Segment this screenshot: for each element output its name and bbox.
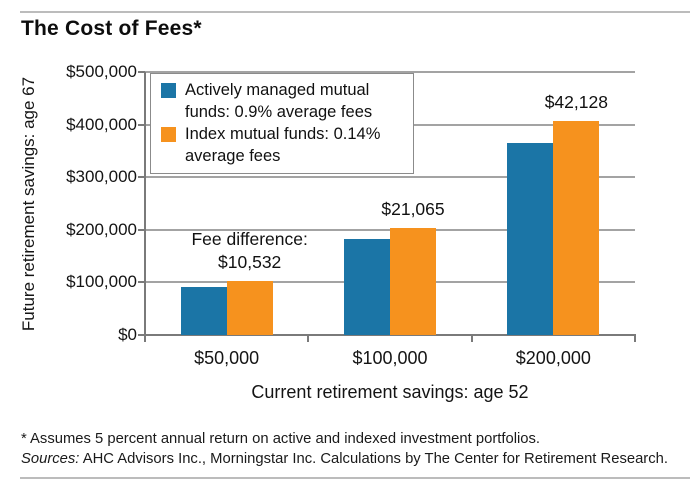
chart-legend: Actively managed mutual funds: 0.9% aver…: [150, 73, 414, 174]
x-axis-line: [144, 334, 636, 336]
y-tick-label: $0: [118, 325, 137, 344]
page-title: The Cost of Fees*: [21, 17, 202, 40]
sources-label: Sources:: [21, 451, 80, 467]
bar-active-0: [180, 286, 227, 335]
y-tick-label: $300,000: [66, 167, 137, 187]
y-tick-label: $200,000: [66, 219, 137, 239]
bar-active-2: [507, 142, 554, 335]
bar-index-0: [226, 281, 273, 335]
top-divider: [20, 11, 690, 13]
x-tick-label: $100,000: [352, 348, 428, 368]
footnote: * Assumes 5 percent annual return on act…: [21, 431, 541, 447]
annotation-group-1: $21,065: [381, 198, 444, 221]
annotation-group-0: Fee difference: $10,532: [191, 228, 307, 274]
legend-item-active: Actively managed mutual funds: 0.9% aver…: [159, 79, 405, 123]
y-tick-$100,000: [138, 281, 145, 284]
annotation-line: $10,532: [218, 252, 282, 273]
sources-text: AHC Advisors Inc., Morningstar Inc. Calc…: [79, 451, 668, 467]
legend-swatch-icon: [161, 127, 176, 142]
gridline-$500,000: [145, 71, 635, 73]
x-tick: [634, 334, 636, 342]
x-axis-title: Current retirement savings: age 52: [251, 382, 529, 402]
y-axis-line: [144, 72, 146, 342]
sources-line: Sources: AHC Advisors Inc., Morningstar …: [21, 451, 668, 467]
bar-index-1: [390, 227, 436, 335]
legend-label: Index mutual funds: 0.14% average fees: [185, 125, 381, 165]
legend-label: Actively managed mutual funds: 0.9% aver…: [185, 81, 373, 121]
x-tick: [470, 334, 473, 342]
y-tick-$300,000: [138, 176, 145, 179]
x-tick: [307, 334, 310, 342]
gridline-$300,000: [145, 176, 635, 179]
annotation-line: $42,128: [544, 91, 608, 112]
legend-item-index: Index mutual funds: 0.14% average fees: [159, 123, 405, 167]
annotation-line: Fee difference:: [191, 229, 308, 250]
bar-active-1: [344, 238, 390, 335]
x-tick-label: $50,000: [194, 348, 260, 368]
y-tick-label: $500,000: [66, 62, 137, 81]
x-tick-label: $200,000: [515, 348, 591, 368]
y-axis-title: Future retirement savings: age 67: [19, 76, 38, 332]
y-tick-label: $100,000: [66, 272, 137, 292]
y-tick-label: $400,000: [66, 114, 137, 134]
y-tick-$500,000: [138, 71, 145, 73]
y-tick-$200,000: [138, 228, 145, 231]
bottom-divider: [20, 477, 690, 479]
legend-swatch-icon: [161, 83, 176, 98]
y-tick-$400,000: [138, 123, 145, 126]
y-tick-$0: [138, 334, 145, 336]
annotation-group-2: $42,128: [545, 91, 608, 114]
annotation-line: $21,065: [381, 198, 445, 219]
bar-index-2: [553, 120, 600, 335]
